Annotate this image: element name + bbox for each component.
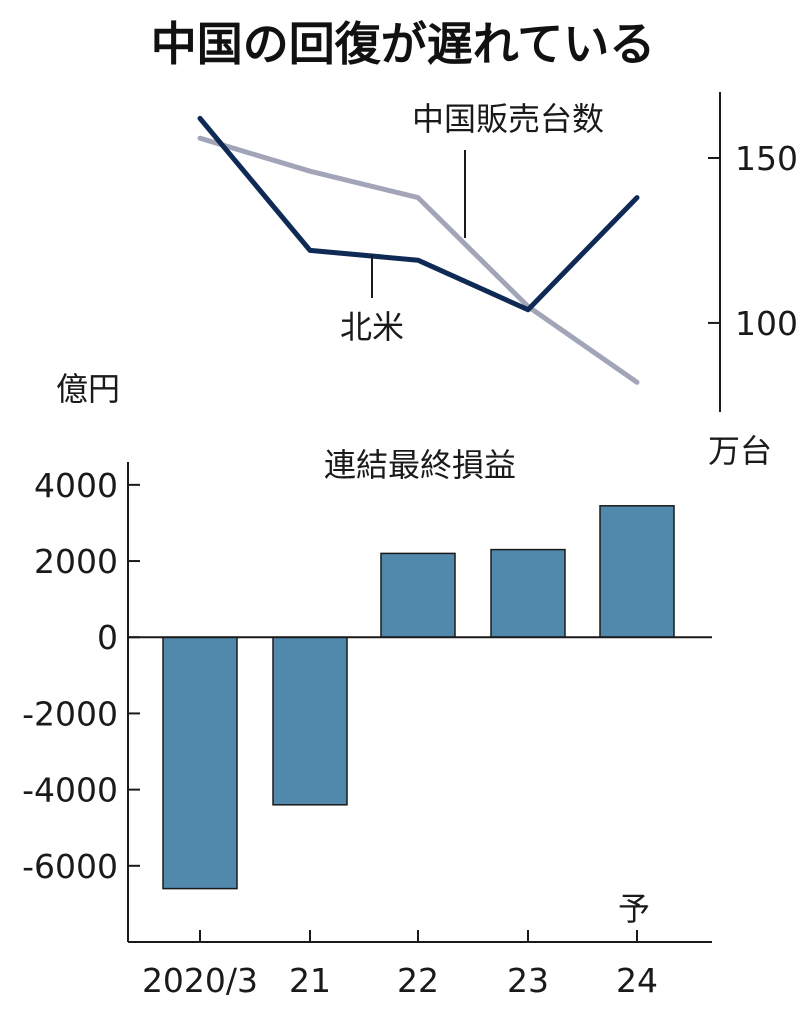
sales-unit-label: 万台: [708, 432, 772, 470]
profit-y-tick-label: 4000: [34, 466, 118, 505]
x-tick-label: 22: [397, 961, 439, 1000]
profit-x-ticks: 2020/3 21 22 23 24: [142, 930, 658, 1000]
profit-bar-chart: 億円 連結最終損益 4000 2000 0 -2000 -4000 -6000 2020/…: [22, 370, 712, 1000]
sales-y-ticks: 100 150: [708, 139, 798, 343]
profit-y-tick-label: -4000: [22, 771, 118, 810]
profit-y-ticks: 4000 2000 0 -2000 -4000 -6000: [22, 466, 140, 886]
north-america-sales-line-point: [636, 197, 638, 199]
page-title: 中国の回復が遅れている: [151, 17, 656, 71]
profit-bar: [380, 552, 456, 638]
china-sales-line-point: [417, 197, 419, 199]
north-america-sales-line-point: [309, 249, 311, 251]
north-america-sales-line: [197, 115, 640, 313]
profit-bar: [272, 636, 348, 806]
profit-bar: [490, 548, 566, 638]
profit-bar: [599, 505, 675, 638]
north-america-sales-line-point: [199, 117, 201, 119]
china-series-label: 中国販売台数: [412, 100, 604, 138]
x-tick-label: 21: [289, 961, 331, 1000]
x-tick-label: 2020/3: [142, 961, 258, 1000]
china-sales-line-point: [309, 170, 311, 172]
forecast-marker: 予: [618, 890, 650, 928]
sales-line-chart: 100 150 万台 中国販売台数 北米: [197, 92, 798, 470]
x-tick-label: 23: [507, 961, 549, 1000]
sales-y-tick-label: 150: [735, 139, 798, 178]
sales-y-tick-label: 100: [735, 304, 798, 343]
profit-y-tick-label: -6000: [22, 847, 118, 886]
profit-unit-label: 億円: [56, 370, 120, 408]
profit-y-tick-label: -2000: [22, 694, 118, 733]
china-sales-line-point: [199, 137, 201, 139]
profit-y-tick-label: 0: [97, 618, 118, 657]
na-series-label: 北米: [340, 308, 404, 346]
north-america-sales-line-point: [417, 259, 419, 261]
north-america-sales-line-point: [527, 309, 529, 311]
profit-bar: [162, 636, 238, 890]
profit-y-tick-label: 2000: [34, 542, 118, 581]
profit-chart-title: 連結最終損益: [324, 446, 516, 484]
sales-series: [197, 115, 640, 385]
profit-bars: [128, 505, 712, 890]
china-sales-line-point: [636, 381, 638, 383]
x-tick-label: 24: [616, 961, 658, 1000]
